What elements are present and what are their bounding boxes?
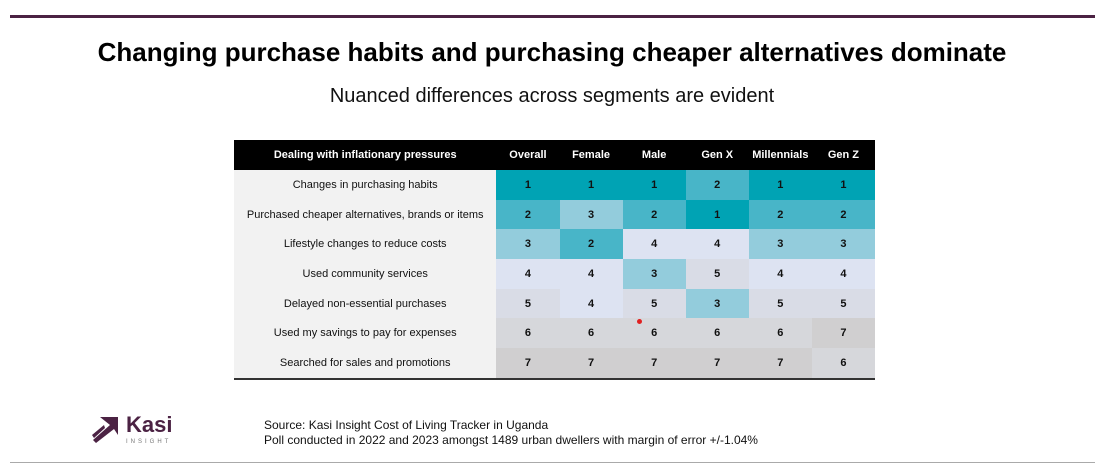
rank-cell: 7 (811, 318, 875, 349)
column-header: Female (559, 140, 623, 170)
column-header: Dealing with inflationary pressures (234, 140, 497, 170)
rank-cell: 6 (748, 318, 812, 349)
column-header: Gen Z (811, 140, 875, 170)
rank-cell: 2 (496, 199, 560, 230)
rank-cell: 7 (748, 348, 812, 379)
rank-cell: 5 (811, 288, 875, 319)
rank-cell: 3 (622, 259, 686, 289)
rank-cell: 3 (496, 229, 560, 260)
rank-cell: 2 (748, 199, 812, 230)
rank-cell: 1 (748, 170, 812, 200)
row-label: Delayed non-essential purchases (234, 288, 497, 319)
rank-cell: 1 (685, 199, 749, 230)
table-header-row: Dealing with inflationary pressures Overa… (234, 140, 875, 170)
table-row: Delayed non-essential purchases 5 4 5 3 5 5 (234, 288, 875, 319)
rank-cell: 4 (559, 259, 623, 289)
rank-cell: 4 (685, 229, 749, 260)
column-header: Millennials (748, 140, 812, 170)
rank-cell: 6 (685, 318, 749, 349)
page-subtitle: Nuanced differences across segments are … (329, 85, 775, 107)
row-label: Searched for sales and promotions (234, 348, 497, 379)
rank-cell: 5 (622, 288, 686, 319)
rank-cell: 2 (811, 199, 875, 230)
rank-cell: 4 (622, 229, 686, 260)
table-row: Lifestyle changes to reduce costs 3 2 4 4 3 3 (234, 229, 875, 260)
table-row: Used my savings to pay for expenses 6 6 6 6 6… (234, 318, 875, 349)
source-note: Source: Kasi Insight Cost of Living Trac… (264, 418, 758, 448)
rank-cell: 5 (496, 288, 560, 319)
rank-cell: 3 (811, 229, 875, 260)
rank-cell: 2 (559, 229, 623, 260)
rank-cell: 7 (559, 348, 623, 379)
bottom-divider (10, 462, 1095, 463)
row-label: Used my savings to pay for expenses (234, 318, 497, 349)
rank-cell: 4 (559, 288, 623, 319)
rank-cell: 3 (559, 199, 623, 230)
rank-cell: 1 (811, 170, 875, 200)
rank-cell: 7 (496, 348, 560, 379)
column-header: Gen X (685, 140, 749, 170)
rank-cell: 7 (622, 348, 686, 379)
kasi-logo-icon (92, 417, 118, 443)
cursor-dot (637, 319, 642, 324)
row-label: Lifestyle changes to reduce costs (234, 229, 497, 260)
rank-cell: 5 (685, 259, 749, 289)
row-label: Used community services (234, 259, 497, 289)
rank-cell: 4 (496, 259, 560, 289)
poll-line: Poll conducted in 2022 and 2023 amongst … (264, 433, 758, 447)
row-label: Changes in purchasing habits (234, 170, 497, 200)
rank-cell: 4 (748, 259, 812, 289)
rank-cell: 1 (559, 170, 623, 200)
column-header: Male (622, 140, 686, 170)
ranking-table: Dealing with inflationary pressures Overa… (234, 140, 875, 380)
logo-tagline: INSIGHT (126, 439, 172, 445)
table-row: Used community services 4 4 3 5 4 4 (234, 259, 875, 289)
source-line: Source: Kasi Insight Cost of Living Trac… (264, 418, 549, 432)
kasi-logo: Kasi INSIGHT (90, 412, 172, 446)
table-row: Searched for sales and promotions 7 7 7 7 7 6 (234, 348, 875, 379)
rank-cell: 3 (685, 288, 749, 319)
rank-cell: 1 (622, 170, 686, 200)
column-header: Overall (496, 140, 560, 170)
page-title: Changing purchase habits and purchasing … (97, 37, 1007, 67)
rank-cell: 2 (685, 170, 749, 200)
logo-name: Kasi (126, 412, 173, 437)
rank-cell: 3 (748, 229, 812, 260)
rank-cell: 6 (496, 318, 560, 349)
rank-cell: 2 (622, 199, 686, 230)
rank-cell: 7 (685, 348, 749, 379)
rank-cell: 1 (496, 170, 560, 200)
rank-cell: 6 (811, 348, 875, 379)
rank-cell: 6 (559, 318, 623, 349)
table-row: Changes in purchasing habits 1 1 1 2 1 1 (234, 170, 875, 200)
top-divider (10, 15, 1095, 18)
row-label: Purchased cheaper alternatives, brands o… (234, 199, 497, 230)
table-row: Purchased cheaper alternatives, brands o… (234, 199, 875, 230)
rank-cell: 6 (622, 318, 686, 349)
rank-cell: 5 (748, 288, 812, 319)
rank-cell: 4 (811, 259, 875, 289)
